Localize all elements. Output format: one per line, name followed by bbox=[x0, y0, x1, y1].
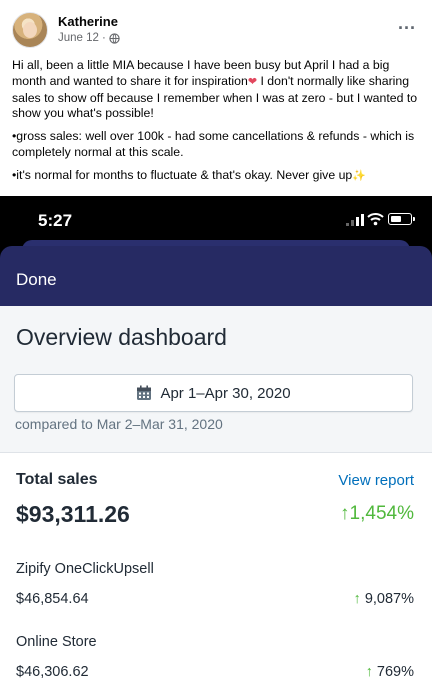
post-text-part-2: I don't normally like sharing sales to s… bbox=[12, 73, 418, 121]
dashboard-content: Overview dashboard Apr 1–Apr 30, 2020 co… bbox=[0, 306, 432, 694]
done-button[interactable]: Done bbox=[16, 270, 57, 289]
battery-icon bbox=[388, 213, 415, 225]
post-meta: June 12 · bbox=[58, 32, 120, 44]
globe-icon bbox=[109, 32, 120, 44]
post-bullet-1: •gross sales: well over 100k - had some … bbox=[12, 129, 415, 159]
shopify-screenshot: 5:27 Done Overview dashboard bbox=[0, 196, 432, 694]
post-paragraph-3: •it's normal for months to fluctuate & t… bbox=[12, 168, 422, 185]
calendar-icon bbox=[137, 385, 152, 400]
author-name[interactable]: Katherine bbox=[58, 14, 118, 29]
ios-status-bar: 5:27 bbox=[0, 196, 432, 246]
cellular-signal-icon bbox=[346, 214, 364, 226]
meta-separator: · bbox=[101, 32, 106, 44]
post-text-part-1: Hi all, been a little MIA because I have… bbox=[12, 58, 390, 88]
channel-value-online-store: $46,306.62 bbox=[16, 664, 89, 680]
facebook-post: Katherine June 12 · ... Hi all, been a l… bbox=[0, 0, 432, 196]
channel-change-zipify: ↑ 9,087% bbox=[354, 591, 414, 607]
sparkles-emoji-icon: ✨ bbox=[352, 169, 366, 182]
modal-nav-bar: Done bbox=[0, 246, 432, 306]
comparison-period: compared to Mar 2–Mar 31, 2020 bbox=[15, 416, 223, 432]
page-title: Overview dashboard bbox=[16, 324, 227, 350]
post-body: Hi all, been a little MIA because I have… bbox=[12, 58, 422, 192]
channel-label-online-store: Online Store bbox=[16, 634, 97, 650]
total-sales-change-value: 1,454% bbox=[349, 503, 414, 524]
post-date[interactable]: June 12 bbox=[58, 32, 99, 44]
heart-emoji-icon: ❤ bbox=[247, 75, 258, 88]
status-time: 5:27 bbox=[38, 211, 73, 230]
wifi-icon bbox=[367, 213, 384, 226]
channel-change-online-store: ↑ 769% bbox=[366, 664, 414, 680]
arrow-up-icon: ↑ bbox=[353, 591, 361, 607]
post-paragraph-1: Hi all, been a little MIA because I have… bbox=[12, 58, 422, 122]
channel-value-zipify: $46,854.64 bbox=[16, 591, 89, 607]
channel-label-zipify: Zipify OneClickUpsell bbox=[16, 561, 154, 577]
post-bullet-2: •it's normal for months to fluctuate & t… bbox=[12, 167, 353, 182]
date-range-label: Apr 1–Apr 30, 2020 bbox=[160, 384, 291, 402]
total-sales-change: ↑1,454% bbox=[340, 503, 414, 525]
post-header: Katherine June 12 · ... bbox=[12, 12, 420, 52]
more-options-icon[interactable]: ... bbox=[397, 13, 416, 33]
sales-card: Total sales View report $93,311.26 ↑1,45… bbox=[0, 452, 432, 694]
date-range-picker-button[interactable]: Apr 1–Apr 30, 2020 bbox=[14, 374, 413, 412]
total-sales-label: Total sales bbox=[16, 471, 98, 488]
arrow-up-icon: ↑ bbox=[340, 503, 350, 524]
channel-change-value-zipify: 9,087% bbox=[364, 591, 414, 607]
channel-change-value-online-store: 769% bbox=[376, 664, 414, 680]
author-avatar[interactable] bbox=[12, 12, 48, 48]
arrow-up-icon: ↑ bbox=[365, 664, 373, 680]
view-report-link[interactable]: View report bbox=[338, 472, 414, 489]
total-sales-value: $93,311.26 bbox=[16, 501, 130, 527]
